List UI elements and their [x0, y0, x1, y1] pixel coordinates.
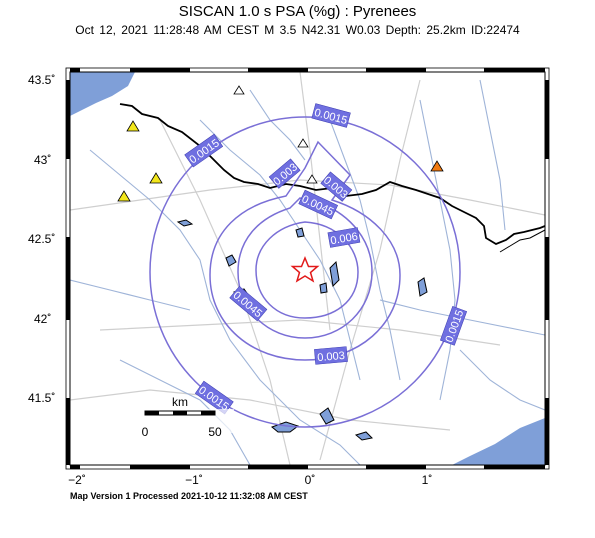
scale-bar: km 0 50 [138, 395, 234, 439]
triangle-icon [233, 85, 245, 95]
frame-ticks [66, 68, 549, 469]
map-background [70, 72, 545, 465]
longitude-labels: −2˚ −1˚ 0˚ 1˚ [68, 473, 432, 487]
reservoirs [176, 219, 428, 441]
rivers [70, 79, 545, 465]
triangle-icon [117, 190, 131, 202]
lon-label: −2˚ [68, 473, 86, 487]
triangle-icon [149, 172, 163, 184]
contour-0.0015 [149, 116, 461, 428]
lat-label: 43.5˚ [28, 73, 55, 87]
lat-label: 41.5˚ [28, 391, 55, 405]
contour-0.0045 [237, 197, 373, 339]
triangle-icon [306, 174, 318, 184]
scale-start: 0 [142, 425, 149, 439]
map-title: SISCAN 1.0 s PSA (%g) : Pyrenees [178, 3, 417, 20]
triangle-icon [126, 120, 140, 132]
triangle-icon [430, 160, 444, 172]
bay-of-biscay [70, 72, 135, 116]
lon-label: −1˚ [185, 473, 203, 487]
lon-label: 0˚ [305, 473, 316, 487]
border-france-spain [119, 103, 545, 246]
map-version-footer: Map Version 1 Processed 2021-10-12 11:32… [70, 491, 308, 501]
contour-0.003 [209, 140, 401, 361]
triangle-icon [297, 138, 309, 148]
latitude-labels: 43.5˚ 43˚ 42.5˚ 42˚ 41.5˚ [28, 73, 55, 405]
lat-label: 42.5˚ [28, 232, 55, 246]
star-icon [290, 256, 320, 283]
psa-contours [149, 116, 461, 428]
mediterranean-sea [452, 418, 545, 465]
contour-label: 0.003 [317, 350, 345, 364]
scale-unit: km [172, 395, 188, 409]
lon-label: 1˚ [422, 473, 433, 487]
coast-east [499, 229, 545, 253]
event-info: Oct 12, 2021 11:28:48 AM CEST M 3.5 N42.… [75, 23, 520, 37]
stations [117, 85, 444, 202]
contour-label: 0.006 [330, 231, 359, 248]
lat-label: 42˚ [34, 312, 51, 326]
scale-end: 50 [208, 425, 222, 439]
contour-0.006 [255, 221, 359, 319]
lat-label: 43˚ [34, 153, 51, 167]
